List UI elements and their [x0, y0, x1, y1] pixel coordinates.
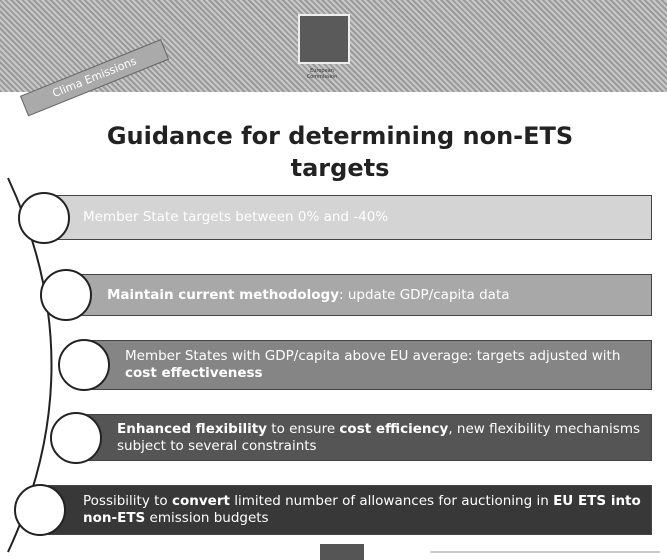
text-run: cost efficiency — [339, 420, 449, 437]
item-bar: Possibility to convert limited number of… — [48, 485, 652, 535]
item-text: Member State targets between 0% and -40% — [83, 209, 388, 226]
title-line: targets — [290, 154, 390, 182]
logo — [298, 14, 350, 64]
item-circle — [50, 411, 102, 464]
text-run: to ensure — [266, 420, 340, 437]
item-text: Possibility to convert limited number of… — [83, 493, 643, 527]
item-bar: Maintain current methodology: update GDP… — [72, 274, 652, 316]
text-run: : update GDP/capita data — [339, 286, 510, 303]
text-run: Member States with GDP/capita above EU a… — [125, 348, 621, 364]
text-run: Member State targets between 0% and -40% — [83, 209, 389, 225]
text-run: limited number of allowances for auction… — [229, 493, 554, 509]
text-run: EU ETS into non-ETS — [83, 493, 641, 526]
item-circle — [58, 339, 110, 391]
logo-line: European — [310, 68, 334, 74]
item-text: Member States with GDP/capita above EU a… — [125, 348, 643, 382]
text-run: Maintain current methodology — [107, 286, 339, 303]
item-text: Enhanced flexibility to ensure cost effi… — [117, 421, 643, 455]
item-circle — [18, 191, 70, 244]
text-run: Possibility to — [83, 493, 172, 509]
text-run: Enhanced flexibility — [117, 420, 267, 437]
item-bar: Enhanced flexibility to ensure cost effi… — [82, 414, 652, 461]
item-bar: Member States with GDP/capita above EU a… — [90, 340, 652, 390]
item-bar: Member State targets between 0% and -40% — [48, 195, 652, 240]
footer-box — [320, 544, 364, 560]
text-run: cost effectiveness — [125, 365, 263, 381]
title-line: Guidance for determining non-ETS — [106, 122, 574, 150]
text-run: emission budgets — [145, 510, 269, 526]
text-run: convert — [171, 493, 230, 509]
logo-text: European Commission — [290, 68, 354, 80]
item-circle — [14, 484, 66, 536]
item-circle — [40, 269, 92, 321]
logo-line: Commission — [306, 74, 338, 80]
item-text: Maintain current methodology: update GDP… — [107, 287, 510, 304]
text-run: , new flexibility mechanisms subject to … — [117, 420, 641, 454]
title: Guidance for determining non-ETS targets — [40, 120, 640, 184]
